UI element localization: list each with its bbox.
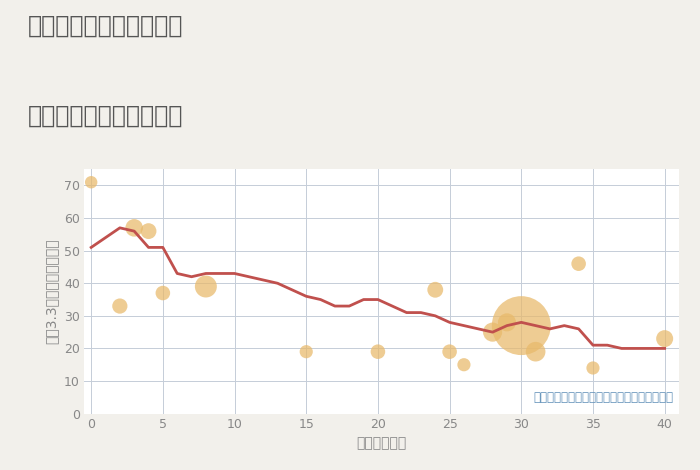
- Point: [129, 224, 140, 232]
- Point: [573, 260, 584, 267]
- Point: [158, 289, 169, 297]
- Point: [372, 348, 384, 355]
- Point: [516, 322, 527, 329]
- Point: [300, 348, 312, 355]
- Text: 円の大きさは、取引のあった物件面積を示す: 円の大きさは、取引のあった物件面積を示す: [533, 391, 673, 404]
- Point: [444, 348, 455, 355]
- Point: [659, 335, 671, 343]
- Point: [85, 179, 97, 186]
- Point: [200, 283, 211, 290]
- Text: 築年数別中古戸建て価格: 築年数別中古戸建て価格: [28, 103, 183, 127]
- Point: [487, 329, 498, 336]
- Point: [501, 319, 512, 326]
- X-axis label: 築年数（年）: 築年数（年）: [356, 436, 407, 450]
- Point: [458, 361, 470, 368]
- Point: [530, 348, 541, 355]
- Point: [143, 227, 154, 235]
- Point: [430, 286, 441, 294]
- Text: 三重県津市久居北口町の: 三重県津市久居北口町の: [28, 14, 183, 38]
- Y-axis label: 坪（3.3㎡）単価（万円）: 坪（3.3㎡）単価（万円）: [44, 239, 58, 344]
- Point: [587, 364, 598, 372]
- Point: [114, 302, 125, 310]
